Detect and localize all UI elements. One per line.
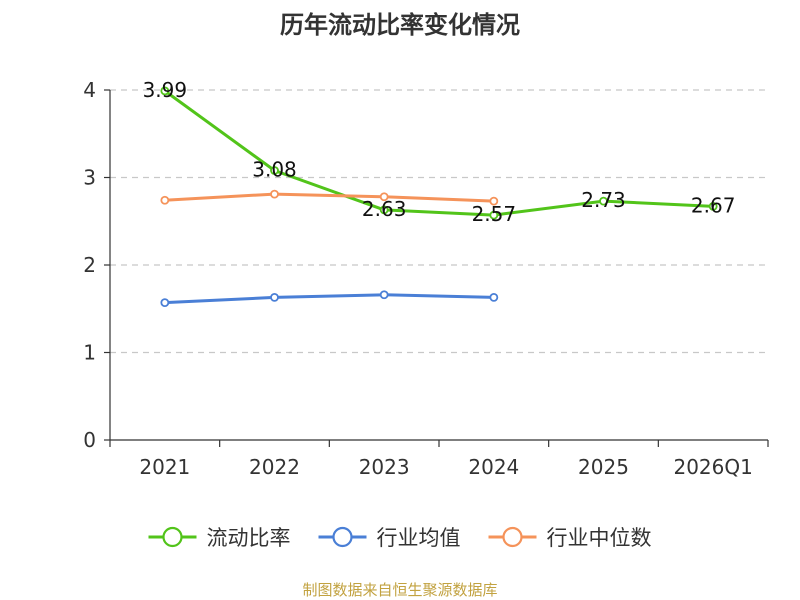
data-label: 3.99 (143, 78, 188, 102)
legend-circle-icon (162, 526, 183, 548)
data-point[interactable] (379, 192, 389, 202)
series-line-0 (163, 89, 715, 217)
data-point[interactable] (379, 290, 389, 300)
grid-lines (110, 89, 768, 354)
series-line-2 (163, 192, 496, 203)
data-point[interactable] (599, 196, 608, 206)
source-note: 制图数据来自恒生聚源数据库 (302, 581, 497, 599)
axes: 0 1 2 3 4 2021 2022 2023 2024 2025 2026Q1 (83, 78, 769, 479)
y-tick-label: 0 (83, 428, 96, 452)
data-point[interactable] (489, 196, 499, 206)
legend-item-2[interactable]: 行业中位数 (488, 526, 652, 550)
data-label: 2.57 (472, 202, 517, 226)
legend-item-0[interactable]: 流动比率 (148, 526, 291, 550)
y-tick-label: 4 (83, 78, 96, 102)
data-label: 2.63 (362, 197, 407, 221)
x-tick-label: 2022 (249, 455, 300, 479)
data-labels: 3.99 3.08 2.63 2.57 2.73 2.67 (143, 78, 736, 226)
chart-title: 历年流动比率变化情况 (280, 11, 520, 39)
legend-label: 行业中位数 (547, 526, 652, 550)
x-tick-label: 2021 (139, 455, 190, 479)
data-point[interactable] (379, 205, 389, 215)
data-label: 3.08 (252, 158, 297, 182)
legend-circle-icon (502, 526, 523, 548)
x-tick-label: 2026Q1 (673, 455, 752, 479)
data-point[interactable] (160, 195, 170, 205)
y-tick-label: 2 (83, 253, 96, 277)
x-tick-label: 2025 (578, 455, 629, 479)
legend-label: 行业均值 (377, 526, 461, 550)
x-tick-label: 2024 (468, 455, 519, 479)
data-label: 2.67 (691, 193, 736, 217)
data-point[interactable] (270, 166, 279, 175)
y-tick-label: 3 (83, 166, 96, 190)
data-point[interactable] (160, 86, 170, 96)
data-point[interactable] (489, 210, 499, 220)
data-point[interactable] (160, 298, 170, 308)
data-point[interactable] (270, 189, 279, 199)
series-line-1 (163, 293, 496, 305)
legend-label: 流动比率 (207, 526, 291, 550)
data-point[interactable] (489, 292, 499, 302)
data-label: 2.73 (581, 188, 626, 212)
series-lines (160, 86, 718, 308)
legend[interactable]: 流动比率 行业均值 行业中位数 (148, 526, 652, 550)
legend-circle-icon (332, 526, 353, 548)
data-point[interactable] (270, 292, 279, 302)
legend-item-1[interactable]: 行业均值 (318, 526, 461, 550)
x-tick-label: 2023 (359, 455, 410, 479)
data-point[interactable] (708, 201, 718, 211)
y-tick-label: 1 (83, 341, 96, 365)
